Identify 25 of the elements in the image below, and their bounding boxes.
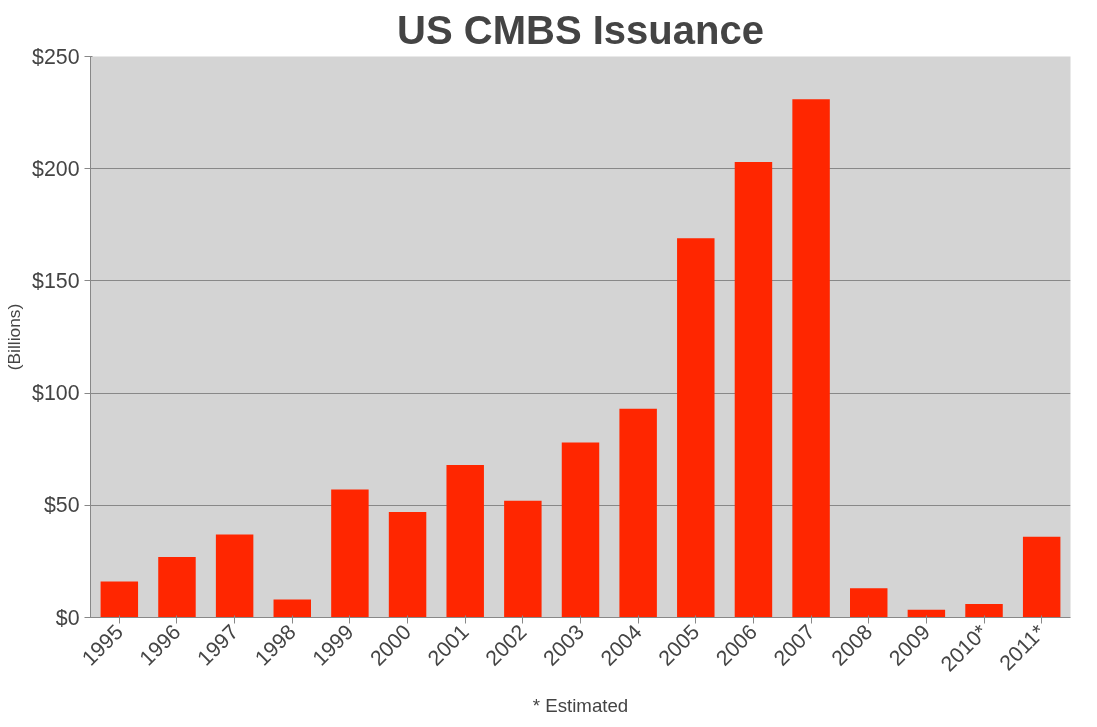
chart-title: US CMBS Issuance [397,7,764,52]
bar [273,599,311,618]
y-tick-label: $50 [43,493,80,518]
y-axis-title: (Billions) [4,303,25,371]
bar [850,588,888,618]
y-tick-label: $0 [55,605,80,630]
bar [215,534,254,618]
bar [388,512,427,618]
y-tick-label: $150 [32,268,80,293]
y-tick-label: $100 [32,381,80,406]
y-tick-label: $250 [32,44,80,69]
text: * Estimated [532,694,629,716]
bar [677,238,715,618]
bar [619,408,657,618]
bar [446,464,484,618]
y-tick-label: $200 [32,156,80,181]
bar [158,556,196,618]
bar [965,604,1003,618]
bar [100,581,139,618]
bar [561,442,600,618]
bar [504,500,542,618]
bar [1022,536,1061,618]
bar [792,99,830,618]
bar [734,161,773,618]
bar [331,489,369,618]
